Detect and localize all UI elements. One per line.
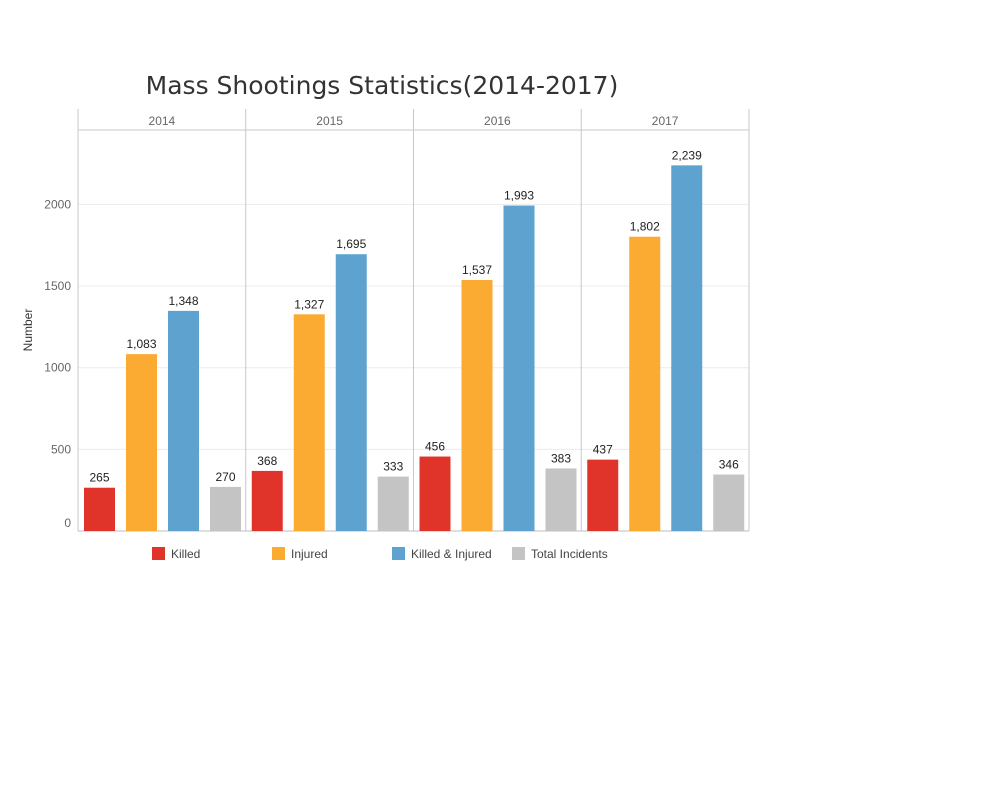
y-tick-label-500: 500 bbox=[51, 442, 71, 456]
bar-killed-2016 bbox=[419, 456, 451, 531]
bar-total-incidents-2015 bbox=[377, 476, 409, 531]
data-label-injured-2016: 1,537 bbox=[462, 263, 492, 277]
data-label-total-incidents-2017: 346 bbox=[719, 457, 739, 471]
bar-injured-2016 bbox=[461, 280, 493, 531]
bar-total-incidents-2016 bbox=[545, 468, 577, 531]
legend-label-injured: Injured bbox=[291, 547, 328, 561]
panel-label-2014: 2014 bbox=[149, 114, 176, 128]
bar-layer bbox=[84, 165, 745, 532]
label-layer: 0 500 1000 1500 2000 2014 265 1,083 1,348 270 2015… bbox=[44, 114, 739, 530]
data-label-total-incidents-2014: 270 bbox=[215, 470, 235, 484]
bar-killed-injured-2017 bbox=[671, 165, 703, 531]
y-tick-label-1000: 1000 bbox=[44, 361, 71, 375]
legend-layer: Killed Injured Killed & Injured Total Incid… bbox=[152, 547, 608, 561]
bar-killed-2017 bbox=[587, 459, 619, 531]
bar-killed-2015 bbox=[251, 470, 283, 531]
data-label-injured-2017: 1,802 bbox=[630, 220, 660, 234]
bar-total-incidents-2014 bbox=[210, 486, 241, 531]
frame-layer bbox=[77, 109, 750, 532]
data-label-total-incidents-2016: 383 bbox=[551, 451, 571, 465]
legend-swatch-killed-injured bbox=[392, 547, 405, 560]
data-label-killed-2014: 265 bbox=[89, 471, 109, 485]
y-tick-label-2000: 2000 bbox=[44, 197, 71, 211]
legend-swatch-injured bbox=[272, 547, 285, 560]
data-label-injured-2015: 1,327 bbox=[294, 297, 324, 311]
legend-label-killed: Killed bbox=[171, 547, 200, 561]
data-label-total-incidents-2015: 333 bbox=[383, 460, 403, 474]
data-label-killed-injured-2017: 2,239 bbox=[672, 148, 702, 162]
bar-killed-injured-2014 bbox=[168, 310, 199, 531]
bar-injured-2015 bbox=[293, 314, 325, 531]
bar-killed-injured-2015 bbox=[335, 254, 367, 532]
bar-injured-2017 bbox=[629, 236, 661, 531]
legend-swatch-killed bbox=[152, 547, 165, 560]
bar-killed-2014 bbox=[84, 487, 115, 531]
data-label-killed-2017: 437 bbox=[593, 443, 613, 457]
y-tick-label-1500: 1500 bbox=[44, 279, 71, 293]
chart-title: Mass Shootings Statistics(2014-2017) bbox=[146, 71, 619, 100]
bar-injured-2014 bbox=[126, 354, 157, 531]
bar-total-incidents-2017 bbox=[713, 474, 745, 531]
data-label-killed-injured-2014: 1,348 bbox=[168, 294, 198, 308]
legend-label-total-incidents: Total Incidents bbox=[531, 547, 608, 561]
y-tick-label-0: 0 bbox=[64, 516, 71, 530]
panel-label-2016: 2016 bbox=[484, 114, 511, 128]
data-label-killed-2015: 368 bbox=[257, 454, 277, 468]
legend-swatch-total-incidents bbox=[512, 547, 525, 560]
legend-label-killed-injured: Killed & Injured bbox=[411, 547, 492, 561]
panel-label-2015: 2015 bbox=[316, 114, 343, 128]
bar-killed-injured-2016 bbox=[503, 205, 535, 532]
y-axis-title: Number bbox=[21, 309, 35, 352]
panel-label-2017: 2017 bbox=[652, 114, 679, 128]
data-label-injured-2014: 1,083 bbox=[126, 337, 156, 351]
data-label-killed-injured-2015: 1,695 bbox=[336, 237, 366, 251]
data-label-killed-injured-2016: 1,993 bbox=[504, 189, 534, 203]
data-label-killed-2016: 456 bbox=[425, 440, 445, 454]
